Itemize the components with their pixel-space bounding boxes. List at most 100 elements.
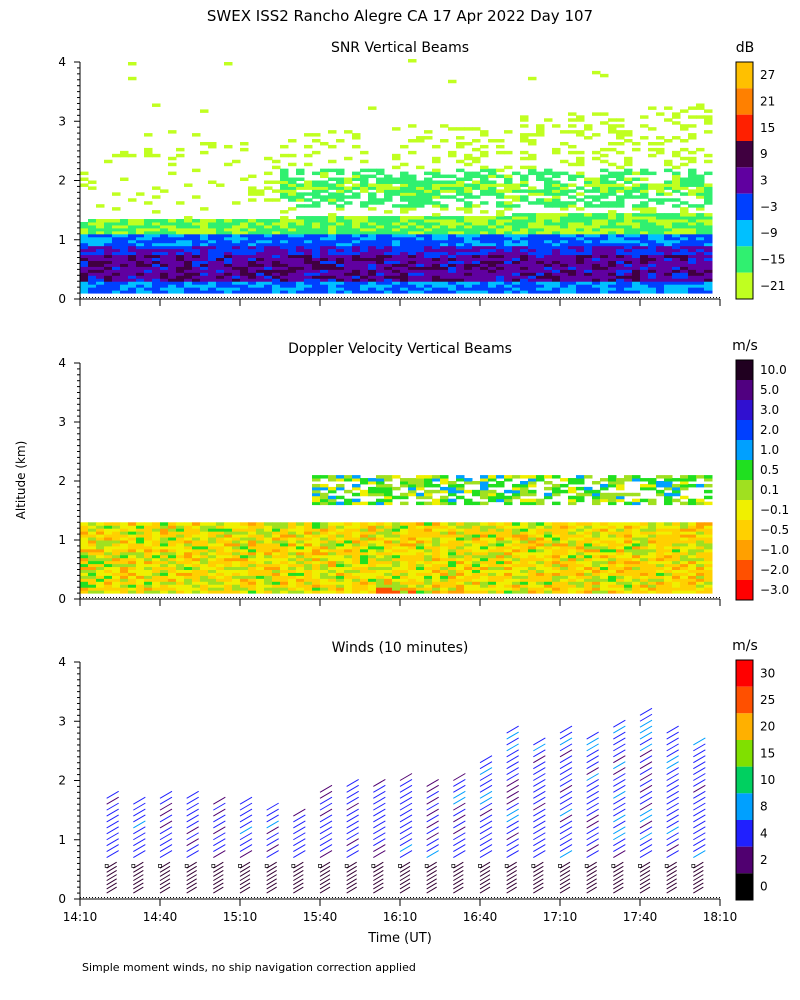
snr-cell	[648, 233, 657, 238]
doppler-cell	[416, 563, 425, 568]
snr-cell	[144, 266, 153, 270]
snr-cell	[304, 242, 313, 247]
snr-cell	[664, 118, 673, 122]
doppler-cell	[504, 563, 513, 568]
snr-cell	[416, 281, 425, 285]
doppler-cell	[536, 587, 545, 591]
snr-cell	[192, 219, 201, 223]
snr-cell	[656, 189, 665, 193]
snr-cell	[584, 216, 593, 220]
snr-cell	[576, 245, 585, 250]
snr-cell	[616, 219, 625, 223]
snr-cell	[544, 168, 553, 173]
snr-cell	[512, 263, 521, 267]
doppler-cell	[160, 522, 169, 526]
snr-cell	[248, 189, 257, 193]
doppler-cell	[80, 569, 89, 573]
ground-dot	[596, 297, 597, 298]
doppler-cell	[592, 525, 601, 529]
snr-cell	[704, 269, 713, 273]
snr-cell	[624, 189, 633, 193]
snr-cell	[632, 260, 641, 264]
snr-cell	[184, 239, 193, 244]
snr-cell	[520, 245, 529, 250]
snr-cell	[248, 245, 257, 250]
snr-cell	[528, 139, 537, 143]
doppler-cell	[400, 483, 409, 488]
snr-cell	[496, 221, 505, 226]
doppler-cell	[256, 554, 265, 559]
doppler-cell	[264, 545, 273, 550]
snr-cell	[664, 248, 673, 253]
snr-cell	[664, 162, 673, 167]
snr-cell	[168, 287, 177, 291]
snr-cell	[400, 263, 409, 267]
doppler-cell	[88, 551, 97, 556]
doppler-cell	[168, 534, 177, 538]
doppler-cell	[296, 548, 305, 553]
doppler-cell	[224, 551, 233, 556]
doppler-cell	[616, 486, 625, 491]
snr-cell	[648, 224, 657, 229]
snr-cell	[368, 198, 377, 202]
doppler-cell	[416, 590, 425, 594]
doppler-cell	[480, 542, 489, 547]
snr-cell	[376, 236, 385, 241]
doppler-cell	[168, 545, 177, 550]
snr-cell	[152, 278, 161, 282]
snr-cell	[336, 224, 345, 229]
doppler-cell	[544, 566, 553, 570]
snr-cell	[536, 236, 545, 241]
colorbar-swatch	[736, 88, 753, 115]
doppler-cell	[576, 560, 585, 565]
snr-cell	[240, 275, 249, 279]
doppler-cell	[152, 542, 161, 547]
doppler-cell	[184, 581, 193, 585]
doppler-cell	[424, 557, 433, 562]
snr-cell	[352, 171, 361, 176]
snr-cell	[424, 233, 433, 238]
snr-cell	[456, 263, 465, 267]
snr-cell	[104, 254, 113, 259]
doppler-cell	[544, 548, 553, 553]
doppler-cell	[232, 560, 241, 565]
snr-cell	[408, 195, 417, 199]
snr-cell	[168, 290, 177, 294]
snr-cell	[344, 239, 353, 244]
doppler-cell	[512, 492, 521, 497]
doppler-cell	[576, 540, 585, 544]
snr-cell	[584, 290, 593, 294]
snr-cell	[272, 159, 281, 164]
doppler-cell	[600, 492, 609, 497]
snr-cell	[496, 290, 505, 294]
doppler-cell	[336, 566, 345, 570]
doppler-cell	[448, 522, 457, 526]
snr-cell	[704, 239, 713, 244]
snr-cell	[448, 278, 457, 282]
snr-cell	[488, 236, 497, 241]
snr-cell	[648, 245, 657, 250]
snr-cell	[160, 281, 169, 285]
snr-cell	[560, 287, 569, 291]
ground-dot	[92, 297, 93, 298]
snr-cell	[456, 127, 465, 131]
snr-cell	[272, 281, 281, 285]
doppler-cell	[416, 554, 425, 559]
doppler-cell	[288, 554, 297, 559]
snr-cell	[672, 150, 681, 155]
doppler-cell	[136, 578, 145, 582]
snr-cell	[224, 224, 233, 229]
snr-cell	[536, 248, 545, 253]
ground-dot	[242, 297, 243, 298]
doppler-cell	[312, 489, 321, 494]
doppler-cell	[160, 528, 169, 532]
snr-cell	[368, 275, 377, 279]
snr-cell	[168, 272, 177, 276]
snr-cell	[696, 236, 705, 241]
doppler-cell	[568, 531, 577, 535]
doppler-cell	[608, 551, 617, 556]
doppler-cell	[392, 475, 401, 479]
snr-cell	[152, 230, 161, 235]
snr-cell	[88, 248, 97, 253]
doppler-cell	[568, 557, 577, 562]
